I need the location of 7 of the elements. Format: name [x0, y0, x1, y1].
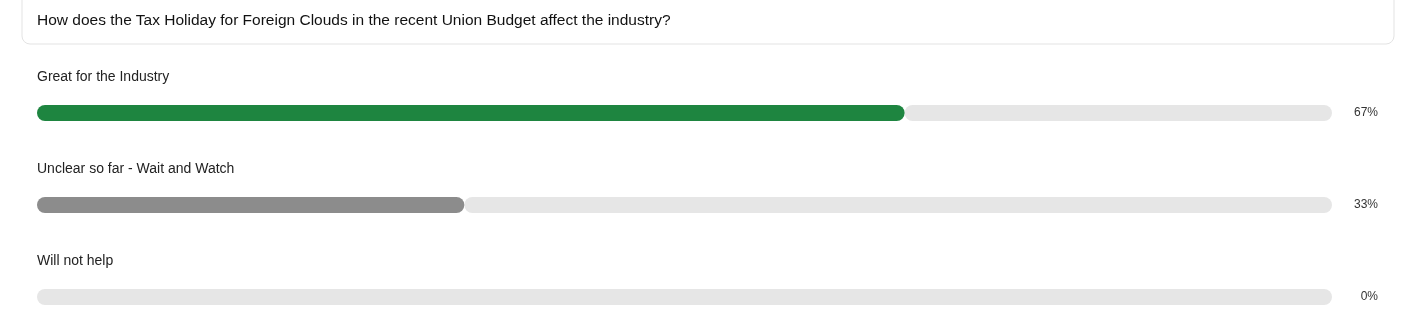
y-tick-label: Will not help — [37, 251, 114, 268]
chart-title: How does the Tax Holiday for Foreign Clouds in the recent Union Budget affect the industry? — [37, 11, 671, 29]
data-label: 33% — [1353, 197, 1379, 212]
y-tick-label: Great for the Industry — [37, 67, 170, 84]
data-label: 67% — [1353, 105, 1379, 120]
data-label: 0% — [1360, 289, 1379, 304]
y-tick-label: Unclear so far - Wait and Watch — [37, 159, 235, 176]
